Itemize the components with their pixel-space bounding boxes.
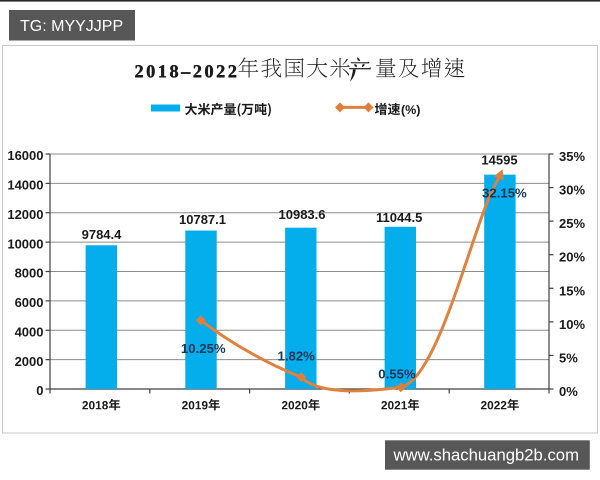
svg-text:1.82%: 1.82% — [277, 349, 315, 364]
svg-text:6000: 6000 — [15, 295, 44, 310]
svg-text:10787.1: 10787.1 — [179, 212, 226, 227]
svg-text:10983.6: 10983.6 — [279, 207, 326, 222]
svg-text:10000: 10000 — [7, 236, 43, 251]
svg-text:11044.5: 11044.5 — [376, 210, 422, 225]
svg-text:20%: 20% — [559, 250, 585, 265]
svg-text:10%: 10% — [559, 317, 585, 332]
svg-text:14595: 14595 — [481, 152, 517, 167]
svg-text:15%: 15% — [559, 283, 585, 298]
svg-text:10.25%: 10.25% — [181, 341, 226, 356]
svg-text:35%: 35% — [559, 149, 585, 164]
svg-text:4000: 4000 — [15, 324, 44, 339]
svg-text:14000: 14000 — [7, 178, 43, 193]
svg-text:32.15%: 32.15% — [482, 186, 527, 201]
svg-text:0.55%: 0.55% — [378, 367, 416, 382]
svg-text:30%: 30% — [559, 183, 585, 198]
svg-text:0%: 0% — [559, 384, 578, 399]
svg-text:9784.4: 9784.4 — [82, 227, 123, 242]
svg-text:8000: 8000 — [15, 266, 44, 281]
svg-text:25%: 25% — [559, 216, 585, 231]
svg-text:www.shachuangb2b.com: www.shachuangb2b.com — [393, 445, 579, 464]
svg-text:2000: 2000 — [15, 354, 44, 369]
svg-text:5%: 5% — [559, 350, 578, 365]
svg-text:12000: 12000 — [7, 207, 43, 222]
svg-text:TG: MYYJJPP: TG: MYYJJPP — [20, 18, 123, 35]
svg-text:0: 0 — [36, 383, 43, 398]
svg-text:16000: 16000 — [7, 148, 43, 163]
